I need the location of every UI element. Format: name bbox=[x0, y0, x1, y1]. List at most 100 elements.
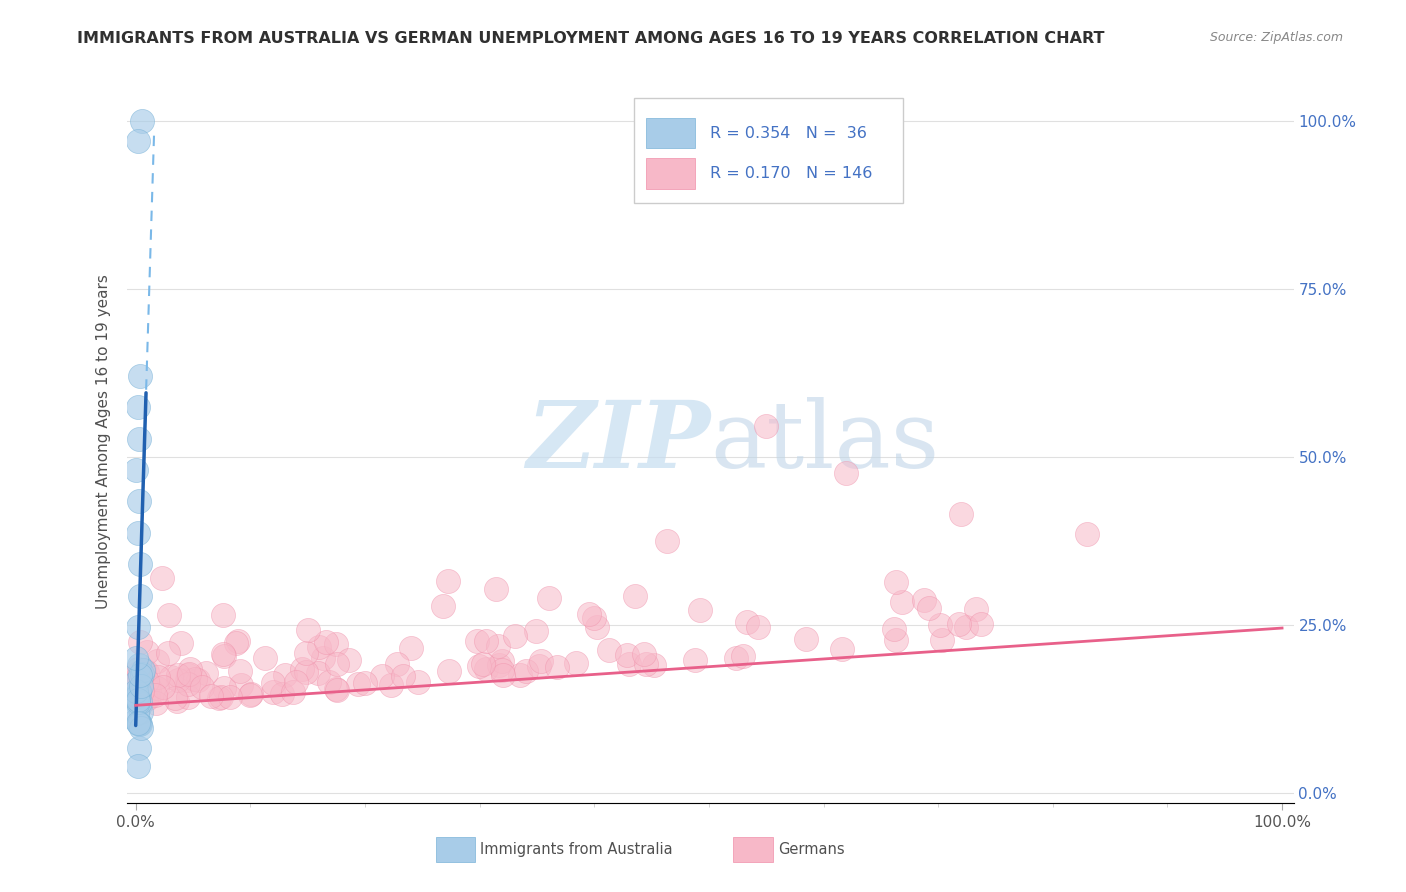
Point bbox=[297, 623, 319, 637]
Point bbox=[127, 620, 149, 634]
Point bbox=[142, 685, 165, 699]
Point bbox=[239, 688, 262, 702]
Point bbox=[131, 683, 153, 698]
Point bbox=[125, 713, 148, 727]
Point bbox=[307, 665, 329, 680]
Point bbox=[145, 696, 167, 710]
Point bbox=[509, 667, 531, 681]
Point bbox=[179, 662, 201, 676]
Point bbox=[129, 705, 152, 719]
Text: Source: ZipAtlas.com: Source: ZipAtlas.com bbox=[1209, 31, 1343, 45]
Point bbox=[212, 648, 235, 663]
Point bbox=[225, 636, 247, 650]
Point bbox=[253, 650, 276, 665]
Point bbox=[529, 659, 551, 673]
Point bbox=[200, 690, 222, 704]
Point bbox=[212, 681, 235, 695]
Point bbox=[598, 642, 620, 657]
Point bbox=[353, 675, 375, 690]
Point bbox=[125, 706, 148, 720]
Point bbox=[129, 722, 152, 736]
Point bbox=[291, 663, 314, 677]
Point bbox=[725, 651, 748, 665]
Point bbox=[145, 681, 167, 696]
Point bbox=[128, 699, 150, 714]
Point bbox=[131, 667, 153, 681]
Point bbox=[295, 665, 318, 680]
Text: Immigrants from Australia: Immigrants from Australia bbox=[479, 841, 672, 856]
Point bbox=[127, 715, 149, 730]
Point bbox=[485, 582, 508, 597]
Point bbox=[134, 669, 156, 683]
Point bbox=[636, 657, 658, 671]
Point bbox=[125, 684, 148, 698]
Point bbox=[948, 616, 970, 631]
Point bbox=[157, 608, 180, 623]
Point bbox=[617, 657, 640, 672]
Point bbox=[209, 690, 232, 704]
Point bbox=[465, 634, 488, 648]
Point bbox=[134, 663, 156, 677]
Point bbox=[733, 649, 755, 664]
Point bbox=[136, 665, 159, 680]
Point bbox=[1076, 527, 1098, 541]
Point bbox=[166, 694, 188, 708]
Point bbox=[159, 670, 181, 684]
Point bbox=[274, 667, 297, 681]
Point bbox=[391, 669, 413, 683]
Point bbox=[294, 646, 316, 660]
Point bbox=[503, 629, 526, 643]
Point bbox=[127, 678, 149, 692]
Point bbox=[643, 657, 665, 672]
Point bbox=[918, 600, 941, 615]
Point bbox=[796, 632, 818, 646]
Point bbox=[127, 401, 149, 415]
FancyBboxPatch shape bbox=[645, 118, 695, 148]
Point bbox=[468, 659, 491, 673]
Point bbox=[136, 673, 159, 688]
Point bbox=[586, 620, 609, 634]
Point bbox=[735, 615, 758, 630]
Point bbox=[145, 688, 167, 702]
Point bbox=[128, 686, 150, 700]
Point bbox=[437, 664, 460, 678]
Point bbox=[883, 623, 905, 637]
Point bbox=[145, 654, 167, 668]
Point bbox=[308, 640, 330, 654]
Point bbox=[472, 657, 495, 671]
Point bbox=[125, 463, 148, 477]
FancyBboxPatch shape bbox=[734, 838, 773, 862]
Point bbox=[128, 369, 150, 384]
Point bbox=[950, 507, 973, 521]
Point bbox=[689, 603, 711, 617]
Point bbox=[157, 646, 180, 660]
Point bbox=[492, 667, 515, 681]
Point bbox=[432, 599, 454, 613]
Point bbox=[128, 589, 150, 603]
Point bbox=[219, 690, 242, 705]
Point bbox=[138, 683, 160, 698]
Point bbox=[315, 635, 337, 649]
Point bbox=[346, 677, 368, 691]
Point bbox=[138, 690, 160, 705]
Point bbox=[565, 656, 588, 670]
Point bbox=[212, 648, 235, 662]
Point bbox=[884, 632, 907, 647]
Point bbox=[128, 716, 150, 731]
Point bbox=[129, 674, 152, 689]
Point bbox=[262, 685, 284, 699]
Point bbox=[166, 668, 188, 682]
Point bbox=[683, 653, 706, 667]
Point bbox=[325, 637, 347, 651]
Point bbox=[167, 673, 190, 688]
Point bbox=[128, 634, 150, 648]
Point bbox=[318, 674, 340, 689]
Point bbox=[486, 639, 509, 653]
Point bbox=[127, 134, 149, 148]
Point bbox=[127, 525, 149, 540]
Point bbox=[128, 669, 150, 683]
Text: ZIP: ZIP bbox=[526, 397, 710, 486]
Point bbox=[131, 113, 153, 128]
Point bbox=[148, 670, 170, 684]
Point bbox=[129, 717, 152, 731]
